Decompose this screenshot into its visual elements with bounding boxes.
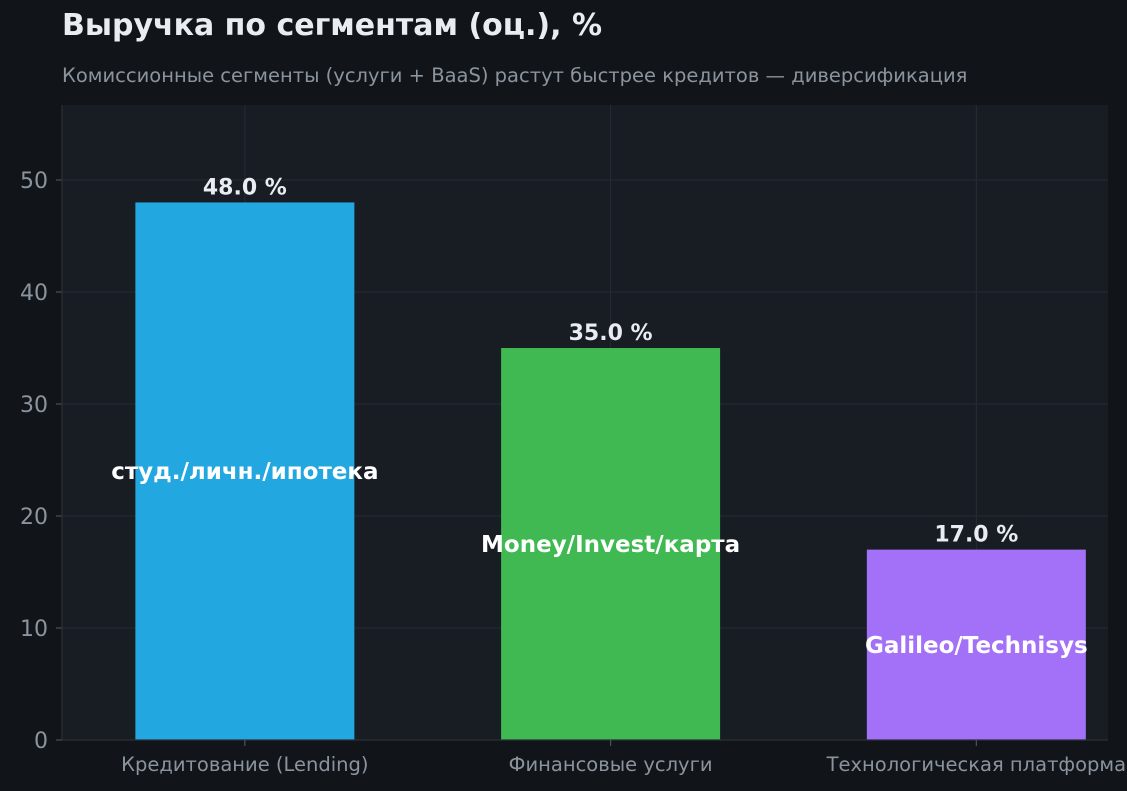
bar	[135, 202, 355, 741]
bar-value-label: 35.0 %	[569, 321, 653, 346]
y-tick-label: 30	[20, 393, 48, 418]
x-tick-label: Кредитование (Lending)	[121, 753, 368, 776]
bars	[135, 202, 1086, 741]
bar-value-label: 48.0 %	[203, 175, 287, 200]
bar-annotation: Money/Invest/карта	[481, 532, 740, 558]
y-axis: 0 10 20 30 40 50	[20, 105, 63, 754]
x-tick-label: Финансовые услуги	[509, 753, 713, 776]
x-axis: Кредитование (Lending) Финансовые услуги Т…	[62, 739, 1127, 776]
bar-annotations: студ./личн./ипотека Money/Invest/карта Gal…	[111, 459, 1087, 659]
y-tick-label: 40	[20, 281, 48, 306]
chart-title: Выручка по сегментам (оц.), %	[62, 8, 603, 43]
bar	[866, 549, 1086, 740]
bar-annotation: студ./личн./ипотека	[111, 459, 378, 485]
y-tick-label: 0	[34, 729, 48, 754]
bar	[501, 348, 721, 740]
chart-subtitle: Комиссионные сегменты (услуги + BaaS) ра…	[62, 64, 968, 87]
y-tick-label: 50	[20, 169, 48, 194]
bar-annotation: Galileo/Technisys	[865, 633, 1088, 659]
y-tick-label: 10	[20, 617, 48, 642]
value-labels: 48.0 % 35.0 % 17.0 %	[203, 175, 1018, 547]
y-tick-label: 20	[20, 505, 48, 530]
x-tick-label: Технологическая платформа	[826, 753, 1127, 776]
bar-value-label: 17.0 %	[934, 523, 1018, 548]
